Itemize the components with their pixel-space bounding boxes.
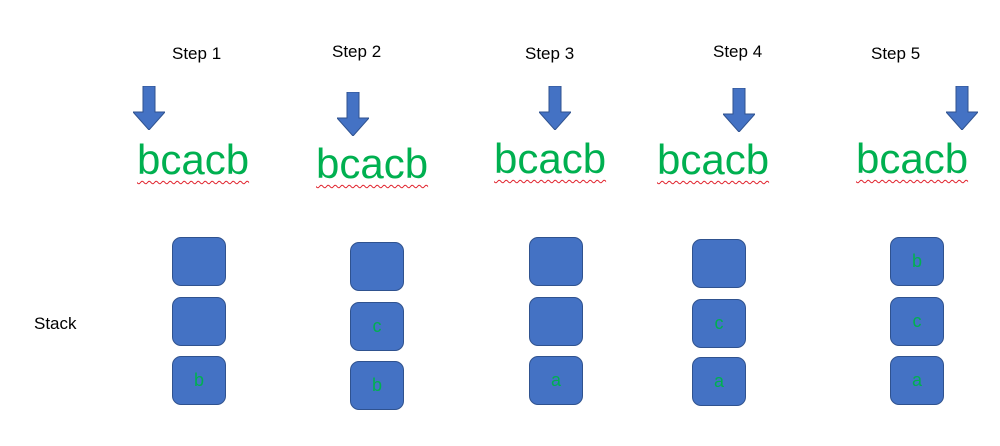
step-1-label: Step 1 [172, 44, 222, 63]
step-4-label: Step 4 [713, 42, 763, 61]
step-5-stack-cell-3: a [890, 356, 944, 405]
step-3-stack-cell-3: a [529, 356, 583, 405]
step-5-stack-cell-1: b [890, 237, 944, 286]
arrow-down-icon [723, 88, 755, 132]
step-3-word: bcacb [494, 135, 607, 182]
step-3-stack-cell-1 [529, 237, 583, 286]
step-1-stack-cell-2 [172, 297, 226, 346]
step-2-stack-cell-2: c [350, 302, 404, 351]
arrow-down-icon [133, 86, 165, 130]
arrow-down-icon [337, 92, 369, 136]
step-2-label: Step 2 [332, 42, 382, 61]
stack-label: Stack [34, 314, 77, 333]
step-1-stack-cell-3: b [172, 356, 226, 405]
arrow-down-icon [539, 86, 571, 130]
step-5-stack-cell-2: c [890, 297, 944, 346]
step-4-stack-cell-1 [692, 239, 746, 288]
step-4-stack-cell-3: a [692, 357, 746, 406]
step-2-stack-cell-1 [350, 242, 404, 291]
step-4-stack-cell-2: c [692, 299, 746, 348]
step-5-word: bcacb [856, 135, 969, 182]
step-2-word: bcacb [316, 140, 429, 187]
step-3-label: Step 3 [525, 44, 575, 63]
step-5-label: Step 5 [871, 44, 921, 63]
step-4-word: bcacb [657, 136, 770, 183]
step-1-word: bcacb [137, 136, 250, 183]
step-3-stack-cell-2 [529, 297, 583, 346]
step-2-stack-cell-3: b [350, 361, 404, 410]
step-1-stack-cell-1 [172, 237, 226, 286]
arrow-down-icon [946, 86, 978, 130]
